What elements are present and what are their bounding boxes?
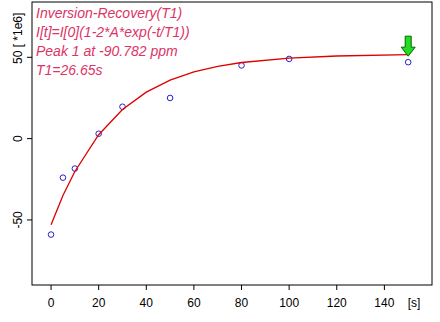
x-tick <box>336 285 337 290</box>
chart: 0 20 40 60 80 100 120 140 -50 0 50 [s] [ *1e6] Invers… <box>0 0 440 322</box>
annotation: T1=26.65s <box>36 62 103 78</box>
x-tick-label: 40 <box>140 296 154 310</box>
x-tick-label: 20 <box>92 296 106 310</box>
x-tick-label: 140 <box>374 296 394 310</box>
x-tick <box>51 285 52 290</box>
x-tick <box>193 285 194 290</box>
x-tick <box>289 285 290 290</box>
data-point <box>167 95 173 101</box>
annotation: Inversion-Recovery(T1) <box>36 5 182 21</box>
plot-marks <box>48 55 411 238</box>
x-tick <box>98 285 99 290</box>
y-tick <box>27 57 32 58</box>
annotation: I[t]=I[0](1-2*A*exp(-t/T1)) <box>36 24 190 40</box>
y-tick <box>27 138 32 139</box>
y-tick <box>27 219 32 220</box>
x-tick-label: 120 <box>327 296 347 310</box>
marker-arrow <box>401 36 415 56</box>
x-axis-label: [s] <box>408 296 421 310</box>
data-point <box>48 232 54 238</box>
x-tick-label: 100 <box>279 296 299 310</box>
x-tick <box>384 285 385 290</box>
data-point <box>60 175 66 181</box>
annotation: Peak 1 at -90.782 ppm <box>36 43 178 59</box>
y-tick-label: 50 <box>11 50 25 64</box>
y-tick-label: -50 <box>11 211 25 229</box>
x-tick-label: 60 <box>187 296 201 310</box>
y-tick-label: 0 <box>11 135 25 142</box>
plot-frame <box>32 2 432 285</box>
x-tick <box>146 285 147 290</box>
x-tick-label: 0 <box>48 296 55 310</box>
x-tick-label: 80 <box>235 296 249 310</box>
fit-curve <box>51 55 408 225</box>
y-axis-label: [ *1e6] <box>11 13 25 48</box>
x-tick <box>241 285 242 290</box>
data-point <box>405 59 411 65</box>
